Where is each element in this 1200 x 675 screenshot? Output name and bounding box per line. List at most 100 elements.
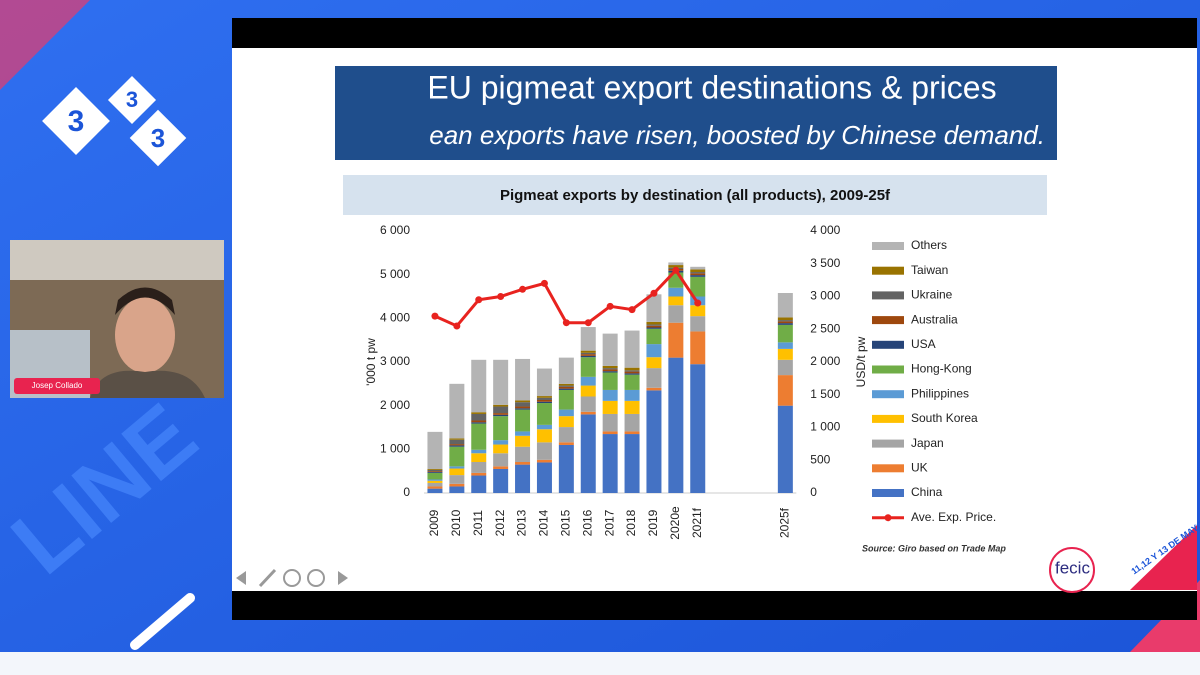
x-tick-label: 2020e [668,506,682,540]
price-point [519,285,527,293]
legend-label: Philippines [911,386,969,400]
bar-segment [646,325,662,328]
fecic-logo: fecic [1055,558,1090,577]
bar-segment [602,368,618,370]
bar-segment [493,406,509,414]
x-tick-label: 2014 [537,509,551,536]
price-point [650,289,658,297]
bar-segment [449,383,465,439]
bar-segment [646,321,662,325]
bar-segment [558,416,574,428]
bar-segment [493,440,509,445]
bar-segment [580,414,596,493]
bar-segment [471,461,487,473]
bar-segment [558,389,574,410]
bar-segment [624,374,640,390]
bar-segment [580,385,596,397]
nav-prev[interactable] [236,571,246,585]
bar-segment [668,262,684,266]
y2-tick-label: 1 000 [810,420,840,434]
bar-segment [646,327,662,329]
nav-next[interactable] [338,571,348,585]
bar-segment [471,412,487,414]
bar-segment [536,424,552,430]
logo-tile [107,75,157,125]
bar-segment [602,389,618,401]
bar-segment [449,445,465,447]
bar-segment [515,400,531,403]
nav-zoom[interactable] [283,569,301,587]
y2-tick-label: 1 500 [810,387,840,401]
x-tick-label: 2019 [646,509,660,536]
y2-tick-label: 3 000 [810,289,840,303]
y-tick-label: 5 000 [380,267,410,281]
bar-segment [536,368,552,397]
decor [130,593,195,650]
legend-swatch [872,414,904,423]
y-tick-label: 1 000 [380,442,410,456]
bar-segment [580,354,596,356]
bar-segment [777,321,793,324]
bar-segment [624,370,640,372]
price-point [562,319,570,327]
y-tick-label: 2 000 [380,398,410,412]
nav-menu[interactable] [307,569,325,587]
bar-segment [427,482,443,487]
bar-segment [668,287,684,297]
bar-segment [690,364,706,493]
bar-segment [493,416,509,441]
bar-segment [690,276,706,297]
bar-segment [471,413,487,421]
bar-segment [558,442,574,445]
y2-tick-label: 2 000 [810,354,840,368]
bar-segment [493,466,509,469]
bar-segment [690,269,706,273]
bar-segment [536,459,552,463]
nav-pen[interactable] [258,568,277,588]
price-point [497,293,505,300]
bar-segment [646,368,662,388]
bar-segment [515,406,531,409]
name-tag [14,378,100,394]
slide-nav[interactable] [236,568,348,588]
bar-segment [624,400,640,414]
slide-title-box [335,66,1057,160]
bar-segment [449,439,465,445]
bar-segment [515,461,531,465]
legend-swatch [872,439,904,448]
x-tick-label: 2016 [580,509,594,536]
bar-segment [558,388,574,390]
bar-segment [515,358,531,401]
bar-segment [580,396,596,412]
x-tick-label: 2018 [624,509,638,536]
slide-title: EU pigmeat export destinations & prices [427,69,996,105]
bar-segment [602,431,618,435]
name-tag-text: Josep Collado [32,381,83,390]
chart-title-box [343,175,1047,215]
legend-label: Ave. Exp. Price. [911,510,996,524]
bar-segment [471,472,487,476]
bar-segment [493,413,509,415]
bar-segment [449,486,465,493]
legend-swatch [872,316,904,325]
bar-segment [777,375,793,406]
bar-segment [471,449,487,454]
price-point [606,302,614,310]
bar-segment [602,365,618,369]
bar-segment [690,331,706,365]
bar-segment [602,400,618,414]
bar-segment [493,404,509,407]
bar-segment [668,322,684,358]
bar-segment [602,413,618,432]
bar-segment [624,434,640,493]
bar-segment [515,408,531,410]
bar-segment [690,266,706,270]
y2-tick-label: 3 500 [810,256,840,270]
y2-tick-label: 0 [810,485,817,499]
legend-label: Hong-Kong [911,362,972,376]
legend-label: USA [911,337,936,351]
bar-segment [624,367,640,371]
bar-segment [471,359,487,413]
bar-segment [777,324,793,343]
bar-segment [536,403,552,425]
